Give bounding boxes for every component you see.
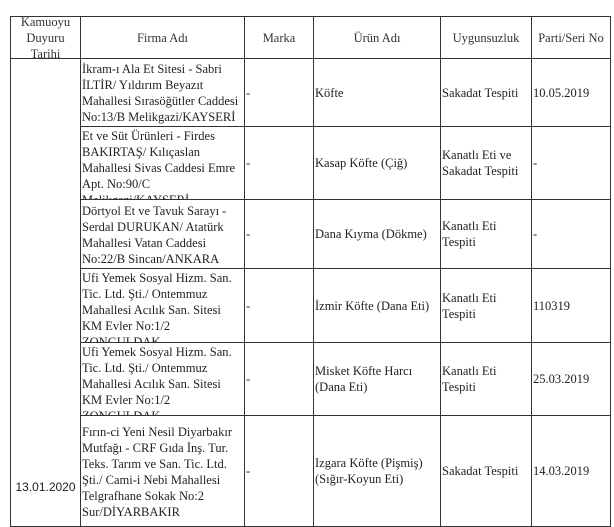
firm-cell: Fırın-ci Yeni Nesil Diyarbakır Mutfağı -… (80, 415, 245, 527)
batch-cell: 110319 (531, 268, 611, 343)
batch-cell: - (531, 199, 611, 269)
brand-cell: - (244, 58, 314, 127)
brand-cell: - (244, 199, 314, 269)
product-cell: Misket Köfte Harcı (Dana Eti) (313, 342, 441, 416)
header-firm: Firma Adı (80, 16, 245, 59)
product-cell: İzmir Köfte (Dana Eti) (313, 268, 441, 343)
nonconformity-cell: Kanatlı Eti Tespiti (440, 199, 532, 269)
product-cell: Izgara Köfte (Pişmiş) (Sığır-Koyun Eti) (313, 415, 441, 527)
header-brand: Marka (244, 16, 314, 59)
nonconformity-cell: Sakadat Tespiti (440, 58, 532, 127)
batch-cell: 25.03.2019 (531, 342, 611, 416)
brand-cell: - (244, 415, 314, 527)
nonconformity-cell: Kanatlı Eti Tespiti (440, 268, 532, 343)
nonconformity-table: Kamuoyu Duyuru Tarihi Firma Adı Marka Ürün … (10, 16, 611, 527)
brand-cell: - (244, 126, 314, 200)
firm-cell: Dörtyol Et ve Tavuk Sarayı - Serdal DURU… (80, 199, 245, 269)
nonconformity-cell: Kanatlı Eti ve Sakadat Tespiti (440, 126, 532, 200)
nonconformity-cell: Kanatlı Eti Tespiti (440, 342, 532, 416)
brand-cell: - (244, 268, 314, 343)
firm-cell: İkram-ı Ala Et Sitesi - Sabri İLTİR/ Yıl… (80, 58, 245, 127)
batch-cell: 10.05.2019 (531, 58, 611, 127)
batch-cell: - (531, 126, 611, 200)
batch-cell: 14.03.2019 (531, 415, 611, 527)
firm-cell: Ufi Yemek Sosyal Hizm. San. Tic. Ltd. Şt… (80, 268, 245, 343)
header-nonconformity: Uygunsuzluk (440, 16, 532, 59)
header-product: Ürün Adı (313, 16, 441, 59)
firm-cell: Et ve Süt Ürünleri - Firdes BAKIRTAŞ/ Kı… (80, 126, 245, 200)
product-cell: Kasap Köfte (Çiğ) (313, 126, 441, 200)
header-date: Kamuoyu Duyuru Tarihi (10, 16, 81, 59)
nonconformity-cell: Sakadat Tespiti (440, 415, 532, 527)
date-cell (10, 58, 81, 527)
announcement-date: 13.01.2020 (15, 480, 76, 494)
product-cell: Köfte (313, 58, 441, 127)
product-cell: Dana Kıyma (Dökme) (313, 199, 441, 269)
header-batch: Parti/Seri No (531, 16, 611, 59)
firm-cell: Ufi Yemek Sosyal Hizm. San. Tic. Ltd. Şt… (80, 342, 245, 416)
brand-cell: - (244, 342, 314, 416)
